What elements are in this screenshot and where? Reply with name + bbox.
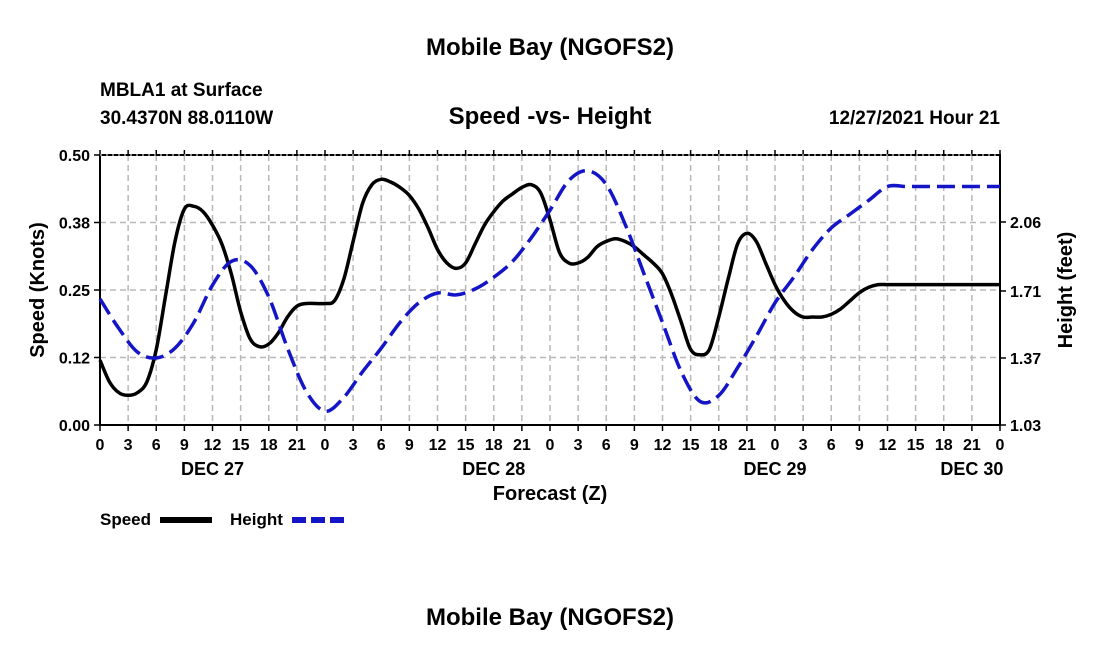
x-tick-label: 3 [799,437,808,454]
x-tick-label: 0 [96,437,105,454]
x-tick-label: 21 [963,437,981,454]
date-label: DEC 28 [462,459,525,479]
series-line-speed [98,177,1000,398]
y-tick-label-right: 2.06 [1010,215,1041,232]
x-tick-label: 12 [654,437,672,454]
date-label: DEC 30 [940,459,1003,479]
y-axis-label-right: Height (feet) [1055,232,1077,349]
y-tick-label-left: 0.25 [59,283,90,300]
date-label: DEC 27 [181,459,244,479]
x-tick-label: 0 [996,437,1005,454]
x-tick-label: 9 [180,437,189,454]
y-tick-label-left: 0.12 [59,351,90,368]
x-tick-label: 6 [377,437,386,454]
page-title-bottom: Mobile Bay (NGOFS2) [426,604,674,631]
x-tick-label: 15 [457,437,475,454]
legend-label-height: Height [230,510,283,529]
station-coordinates: 30.4370N 88.0110W [100,108,273,129]
x-tick-label: 12 [879,437,897,454]
x-tick-label: 15 [232,437,250,454]
x-tick-label: 6 [152,437,161,454]
y-tick-label-left: 0.50 [59,148,90,165]
x-tick-label: 12 [429,437,447,454]
chart-title: Speed -vs- Height [449,103,652,130]
x-tick-label: 18 [260,437,278,454]
x-tick-label: 15 [907,437,925,454]
x-tick-label: 3 [349,437,358,454]
x-tick-label: 0 [771,437,780,454]
x-tick-label: 12 [204,437,222,454]
x-tick-label: 18 [485,437,503,454]
series-line-height [98,169,1000,413]
y-tick-label-right: 1.37 [1010,351,1041,368]
x-tick-label: 9 [405,437,414,454]
x-tick-label: 3 [124,437,133,454]
x-tick-label: 6 [827,437,836,454]
y-tick-label-right: 1.71 [1010,284,1041,301]
station-label: MBLA1 at Surface [100,80,263,101]
x-tick-label: 9 [855,437,864,454]
x-tick-label: 6 [602,437,611,454]
x-axis-label: Forecast (Z) [493,483,607,505]
legend-label-speed: Speed [100,510,151,529]
x-tick-label: 9 [630,437,639,454]
date-label: DEC 29 [743,459,806,479]
axes: 0 3 6 9 12 15 18 21 0 3 6 9 12 15 18 21 0 3 6 9 12 15 18 21 0 3 6 9… [59,148,1041,479]
y-tick-label-left: 0.38 [59,216,90,233]
x-tick-label: 21 [738,437,756,454]
y-axis-label-left: Speed (Knots) [27,222,49,358]
x-tick-label: 21 [513,437,531,454]
x-tick-label: 3 [574,437,583,454]
x-tick-label: 21 [288,437,306,454]
y-tick-label-right: 1.03 [1010,418,1041,435]
page-title-top: Mobile Bay (NGOFS2) [426,34,674,61]
x-tick-label: 0 [321,437,330,454]
y-tick-label-left: 0.00 [59,418,90,435]
x-tick-label: 15 [682,437,700,454]
legend: Speed Height [100,510,344,529]
x-tick-label: 18 [710,437,728,454]
x-tick-label: 0 [546,437,555,454]
forecast-timestamp: 12/27/2021 Hour 21 [829,108,1001,129]
series-layer [98,169,1000,413]
x-tick-label: 18 [935,437,953,454]
